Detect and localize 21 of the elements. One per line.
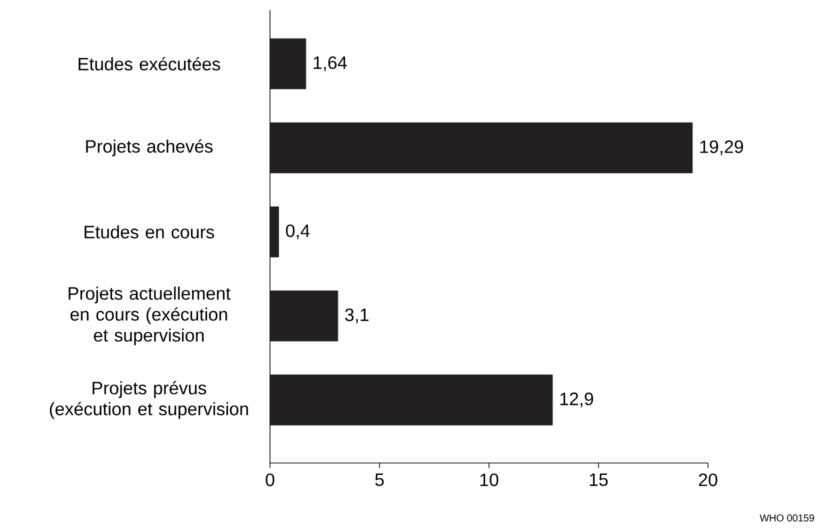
x-tick-label: 15 [590,474,608,486]
x-tick-label: 5 [375,474,384,486]
text: WHO 00159 [760,514,814,522]
bar [270,122,693,174]
y-tick-label: Projets prévus (exécution et supervision [50,381,248,419]
bar [270,38,306,90]
bar [270,206,279,258]
data-label: 0,4 [286,224,310,240]
y-tick-label: Etudes en cours [84,225,214,238]
x-tick-label: 0 [266,474,274,486]
bar [270,374,553,426]
data-label: 3,1 [345,308,368,324]
x-tick-label: 10 [480,474,498,486]
data-label: 12,9 [560,392,594,408]
bar [270,290,338,342]
data-label: 1,64 [314,56,347,72]
y-tick-label: Etudes exécutées [78,57,220,70]
data-label: 19,29 [700,140,743,156]
x-tick-label: 20 [698,474,718,486]
y-tick-label: Projets achevés [86,139,213,156]
y-tick-label: Projets actuellement en cours (exécution et supervision [68,286,231,346]
